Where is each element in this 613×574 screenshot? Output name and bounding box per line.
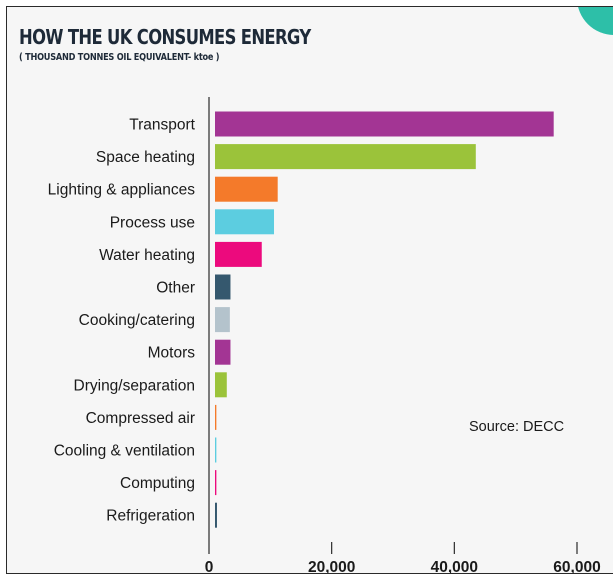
category-label: Water heating	[99, 247, 195, 264]
bar-space-heating	[215, 144, 476, 170]
chart-subtitle: ( THOUSAND TONNES OIL EQUIVALENT- ktoe )	[19, 52, 220, 63]
category-label: Cooking/catering	[79, 312, 195, 329]
category-label: Motors	[148, 345, 196, 362]
x-tick-label: 0	[205, 559, 214, 573]
category-label: Lighting & appliances	[48, 182, 196, 199]
bar-computing	[215, 470, 217, 496]
x-tick-label: 20,000	[308, 559, 355, 573]
category-label: Other	[156, 280, 195, 297]
chart-title: HOW THE UK CONSUMES ENERGY	[19, 25, 311, 49]
x-tick-label: 60,000	[553, 559, 600, 573]
bar-water-heating	[215, 241, 262, 267]
bar-cooking-catering	[215, 307, 230, 333]
bar-chart: Transport Space heating Lighting & applian…	[48, 97, 601, 573]
bar-refrigeration	[215, 502, 217, 528]
chart-panel: HOW THE UK CONSUMES ENERGY ( THOUSAND TO…	[6, 6, 613, 574]
bar-cooling-ventilation	[215, 437, 217, 463]
category-label: Transport	[129, 117, 195, 134]
bar-drying-separation	[215, 372, 227, 398]
bar-process-use	[215, 209, 275, 235]
category-label: Drying/separation	[74, 377, 195, 394]
bar-other	[215, 274, 231, 300]
category-label: Refrigeration	[106, 508, 195, 525]
bar-compressed-air	[215, 404, 217, 430]
category-label: Compressed air	[86, 410, 195, 427]
bar-lighting-appliances	[215, 176, 278, 202]
category-label: Computing	[120, 475, 195, 492]
category-label: Space heating	[96, 149, 195, 166]
source-note: Source: DECC	[469, 419, 565, 435]
x-tick-label: 40,000	[431, 559, 478, 573]
category-label: Process use	[110, 214, 195, 231]
bar-motors	[215, 339, 231, 365]
bar-transport	[215, 111, 554, 137]
category-label: Cooling & ventilation	[54, 443, 195, 460]
